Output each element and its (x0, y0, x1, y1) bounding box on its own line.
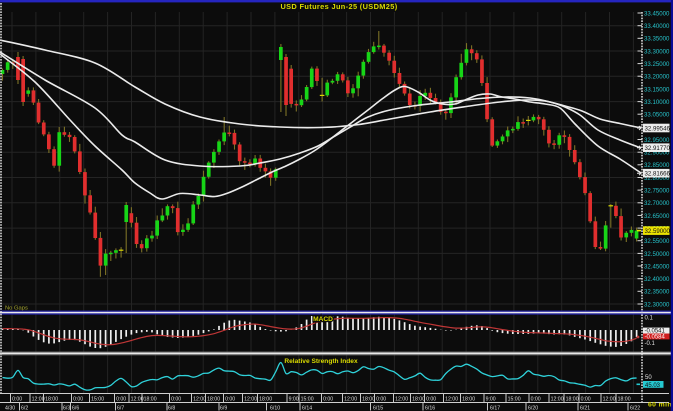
svg-text:9:00: 9:00 (289, 397, 299, 403)
svg-text:33.25000: 33.25000 (644, 61, 670, 68)
svg-text:33.35000: 33.35000 (644, 36, 670, 43)
svg-text:MACD: MACD (313, 316, 333, 323)
svg-text:6/22: 6/22 (630, 406, 640, 411)
svg-text:-0.1: -0.1 (645, 341, 656, 347)
svg-text:12:00: 12:00 (445, 397, 458, 403)
svg-text:12:00: 12:00 (193, 397, 206, 403)
svg-text:32.91770: 32.91770 (645, 145, 671, 152)
svg-text:4/30: 4/30 (5, 406, 15, 411)
svg-text:Relative Strength Index: Relative Strength Index (284, 358, 358, 365)
svg-text:33.05000: 33.05000 (644, 112, 670, 119)
svg-text:0:00: 0:00 (426, 397, 436, 403)
svg-text:15:00: 15:00 (301, 397, 314, 403)
svg-text:6/7: 6/7 (117, 406, 124, 411)
svg-text:12:00: 12:00 (603, 397, 616, 403)
svg-text:0:00: 0:00 (12, 397, 22, 403)
svg-text:0:00: 0:00 (73, 397, 83, 403)
svg-text:32.50000: 32.50000 (644, 251, 670, 258)
svg-text:32.70000: 32.70000 (644, 200, 670, 207)
svg-text:6/6: 6/6 (72, 406, 79, 411)
svg-text:32.55000: 32.55000 (644, 238, 670, 245)
svg-text:18:00: 18:00 (618, 397, 631, 403)
svg-text:6/2: 6/2 (21, 406, 28, 411)
svg-text:6/15: 6/15 (373, 406, 383, 411)
svg-text:-0.0584: -0.0584 (645, 335, 666, 341)
svg-text:6/9: 6/9 (220, 406, 227, 411)
svg-text:6/14: 6/14 (302, 406, 312, 411)
svg-text:18:00: 18:00 (45, 397, 58, 403)
svg-text:0:00: 0:00 (225, 397, 235, 403)
svg-text:33.45000: 33.45000 (644, 10, 670, 17)
svg-text:33.30000: 33.30000 (644, 48, 670, 55)
svg-text:0:00: 0:00 (171, 397, 181, 403)
svg-text:0.1: 0.1 (645, 316, 654, 322)
svg-text:12:00: 12:00 (344, 397, 357, 403)
svg-text:32.75000: 32.75000 (644, 188, 670, 195)
svg-text:12:00: 12:00 (244, 397, 257, 403)
svg-text:32.30000: 32.30000 (644, 301, 670, 308)
svg-text:18:00: 18:00 (362, 397, 375, 403)
svg-text:32.99546: 32.99546 (645, 125, 671, 132)
svg-text:6/16: 6/16 (425, 406, 435, 411)
svg-text:32.90000: 32.90000 (644, 150, 670, 157)
svg-text:6/21: 6/21 (580, 406, 590, 411)
svg-text:32.65000: 32.65000 (644, 213, 670, 220)
svg-text:6/20: 6/20 (528, 406, 538, 411)
svg-text:32.59000: 32.59000 (645, 228, 671, 235)
svg-text:USD Futures Jun-25 (USDM25): USD Futures Jun-25 (USDM25) (280, 2, 397, 11)
svg-text:32.85000: 32.85000 (644, 162, 670, 169)
svg-text:15:00: 15:00 (91, 397, 104, 403)
svg-text:50: 50 (645, 375, 652, 381)
svg-text:33.20000: 33.20000 (644, 74, 670, 81)
svg-text:18:00: 18:00 (462, 397, 475, 403)
svg-text:32.80000: 32.80000 (644, 175, 670, 182)
svg-text:6/8: 6/8 (168, 406, 175, 411)
svg-text:32.35000: 32.35000 (644, 289, 670, 296)
svg-text:-0.0541: -0.0541 (645, 329, 666, 335)
svg-text:0:00: 0:00 (531, 397, 541, 403)
svg-text:12:00: 12:00 (131, 397, 144, 403)
svg-text:No Gaps: No Gaps (5, 305, 28, 311)
svg-text:18:00: 18:00 (566, 397, 579, 403)
svg-text:15:00: 15:00 (508, 397, 521, 403)
svg-text:12:00: 12:00 (395, 397, 408, 403)
svg-text:6/17: 6/17 (490, 406, 500, 411)
svg-text:12:00: 12:00 (551, 397, 564, 403)
svg-text:0:00: 0:00 (116, 397, 126, 403)
svg-text:0:00: 0:00 (581, 397, 591, 403)
svg-text:18:00: 18:00 (207, 397, 220, 403)
svg-text:12:00: 12:00 (32, 397, 45, 403)
svg-text:32.81666: 32.81666 (645, 171, 671, 178)
svg-text:18:00: 18:00 (412, 397, 425, 403)
svg-text:32.40000: 32.40000 (644, 276, 670, 283)
svg-text:33.10000: 33.10000 (644, 99, 670, 106)
svg-text:32.45000: 32.45000 (644, 263, 670, 270)
svg-text:0:00: 0:00 (323, 397, 333, 403)
svg-text:60 min: 60 min (648, 402, 672, 409)
svg-text:33.40000: 33.40000 (644, 23, 670, 30)
svg-text:33.15000: 33.15000 (644, 86, 670, 93)
svg-text:18:00: 18:00 (259, 397, 272, 403)
svg-text:32.95000: 32.95000 (644, 137, 670, 144)
svg-text:18:00: 18:00 (144, 397, 157, 403)
svg-text:0:00: 0:00 (376, 397, 386, 403)
svg-text:6/10: 6/10 (270, 406, 280, 411)
svg-text:6/3: 6/3 (63, 406, 70, 411)
svg-text:9:00: 9:00 (486, 397, 496, 403)
svg-text:45.03: 45.03 (645, 383, 661, 389)
